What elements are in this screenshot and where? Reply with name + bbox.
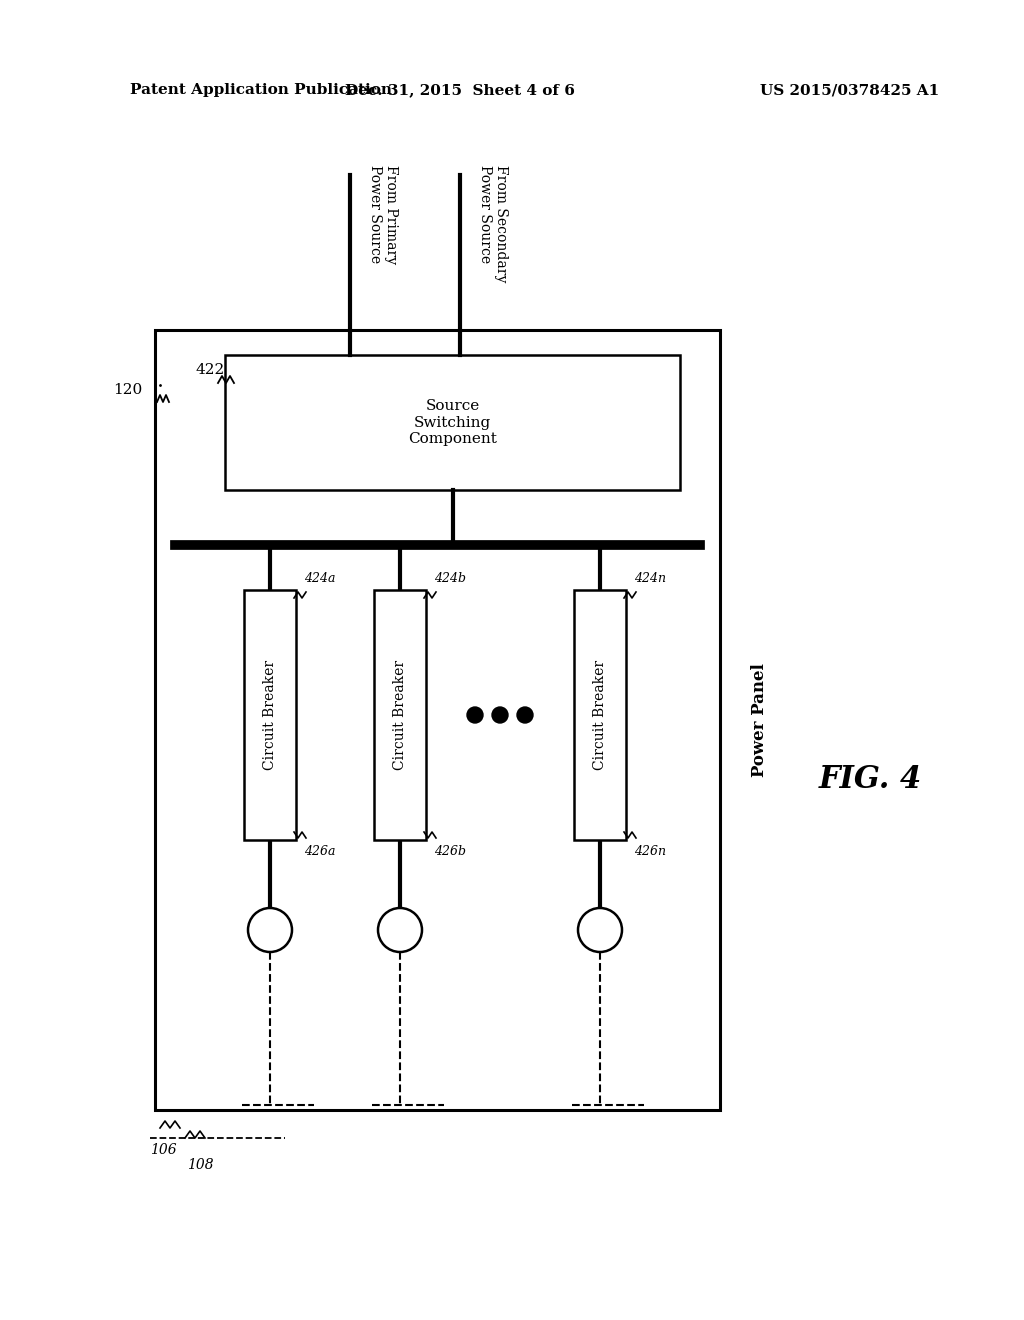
Circle shape xyxy=(378,908,422,952)
Text: Power Panel: Power Panel xyxy=(752,663,768,777)
Text: Source
Switching
Component: Source Switching Component xyxy=(408,399,497,446)
Circle shape xyxy=(578,908,622,952)
Text: FIG. 4: FIG. 4 xyxy=(818,764,922,796)
Text: From Primary
Power Source: From Primary Power Source xyxy=(368,165,398,264)
Bar xyxy=(574,590,626,840)
Text: 120: 120 xyxy=(114,383,142,397)
Text: 108: 108 xyxy=(186,1158,213,1172)
Bar xyxy=(244,590,296,840)
Text: 424b: 424b xyxy=(434,572,466,585)
Bar xyxy=(155,330,720,1110)
Text: 424a: 424a xyxy=(304,572,336,585)
Text: 424n: 424n xyxy=(634,572,666,585)
Text: Patent Application Publication: Patent Application Publication xyxy=(130,83,392,96)
Text: Circuit Breaker: Circuit Breaker xyxy=(393,660,407,770)
Circle shape xyxy=(467,708,483,723)
Circle shape xyxy=(517,708,534,723)
Text: 106: 106 xyxy=(150,1143,176,1158)
Text: US 2015/0378425 A1: US 2015/0378425 A1 xyxy=(761,83,940,96)
Text: Dec. 31, 2015  Sheet 4 of 6: Dec. 31, 2015 Sheet 4 of 6 xyxy=(345,83,574,96)
Text: 426a: 426a xyxy=(304,845,336,858)
Circle shape xyxy=(492,708,508,723)
Text: 422: 422 xyxy=(196,363,224,378)
Text: 426n: 426n xyxy=(634,845,666,858)
Bar xyxy=(374,590,426,840)
Text: Circuit Breaker: Circuit Breaker xyxy=(263,660,278,770)
Circle shape xyxy=(248,908,292,952)
Text: 426b: 426b xyxy=(434,845,466,858)
Text: Circuit Breaker: Circuit Breaker xyxy=(593,660,607,770)
Text: From Secondary
Power Source: From Secondary Power Source xyxy=(478,165,508,282)
Bar xyxy=(225,355,680,490)
